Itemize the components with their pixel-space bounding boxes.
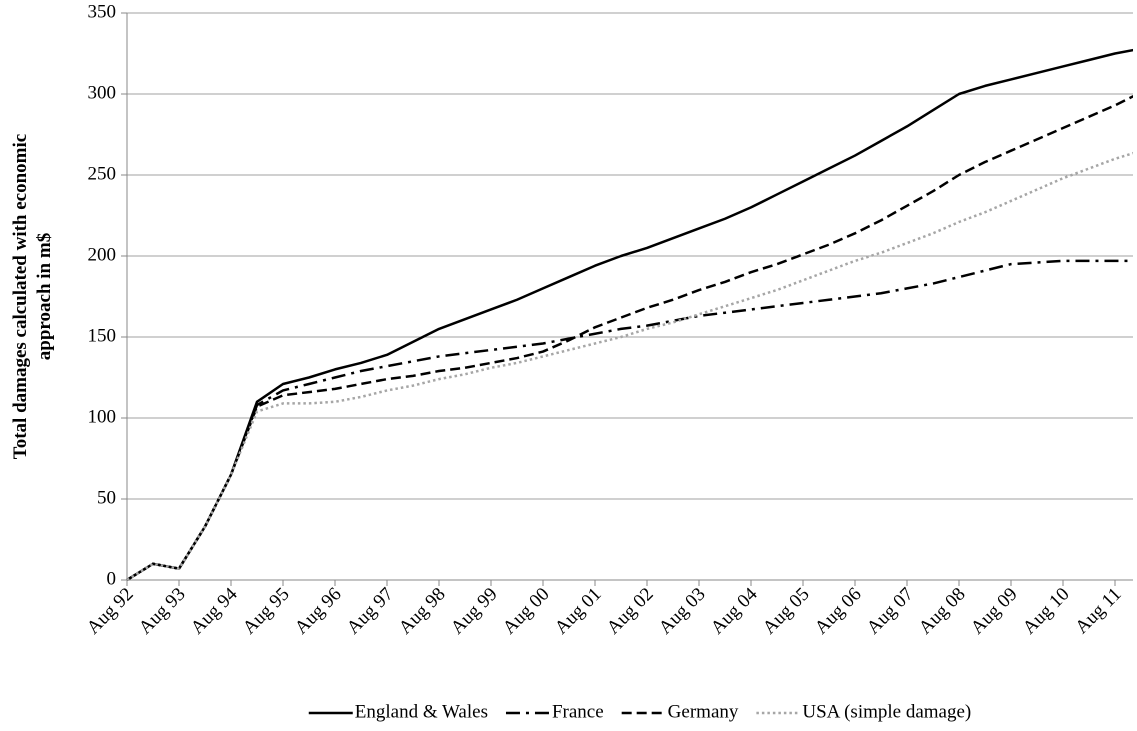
series-line: [126, 151, 1133, 582]
x-tick-label: Aug 07: [863, 584, 918, 639]
legend-label: England & Wales: [355, 701, 488, 722]
x-tick-label: Aug 06: [811, 584, 866, 639]
y-tick-label: 200: [88, 244, 117, 265]
plot-area: [126, 48, 1133, 582]
y-tick-label: 300: [88, 82, 117, 103]
y-tick-label: 150: [88, 325, 117, 346]
x-tick-label: Aug 03: [655, 584, 710, 639]
x-tick-label: Aug 92: [83, 584, 138, 639]
legend-label: USA (simple damage): [802, 701, 971, 722]
legend: England & Wales France Germany USA (simple …: [308, 701, 971, 722]
x-tick-label: Aug 00: [499, 584, 554, 639]
x-tick-label: Aug 98: [395, 584, 450, 639]
y-tick-label: 250: [88, 163, 117, 184]
series-line: [126, 48, 1133, 582]
y-tick-label: 100: [88, 406, 117, 427]
series-line: [126, 259, 1133, 582]
y-axis-title-line: approach in m$: [34, 233, 55, 360]
x-tick-label: Aug 01: [551, 584, 606, 639]
x-tick-label: Aug 96: [291, 584, 346, 639]
legend-label: Germany: [668, 701, 739, 722]
y-tick-label: 0: [107, 568, 117, 589]
y-axis-title: Total damages calculated with economic ap…: [10, 134, 55, 459]
x-tick-label: Aug 99: [447, 584, 502, 639]
x-tick-label: Aug 93: [135, 584, 190, 639]
legend-label: France: [552, 701, 604, 722]
y-tick-label: 350: [88, 1, 117, 22]
y-tick-label: 50: [97, 487, 116, 508]
y-axis-title-line: Total damages calculated with economic: [10, 134, 31, 459]
x-tick-label: Aug 09: [967, 584, 1022, 639]
x-tick-label: Aug 02: [603, 584, 658, 639]
x-tick-label: Aug 10: [1019, 584, 1074, 639]
x-tick-label: Aug 95: [239, 584, 294, 639]
x-tick-label: Aug 08: [915, 584, 970, 639]
x-tick-label: Aug 04: [707, 583, 762, 638]
x-tick-label: Aug 05: [759, 584, 814, 639]
series-line: [126, 94, 1133, 582]
x-tick-label: Aug 97: [343, 584, 398, 639]
x-tick-label: Aug 94: [187, 583, 242, 638]
x-tick-label: Aug 11: [1071, 584, 1125, 638]
